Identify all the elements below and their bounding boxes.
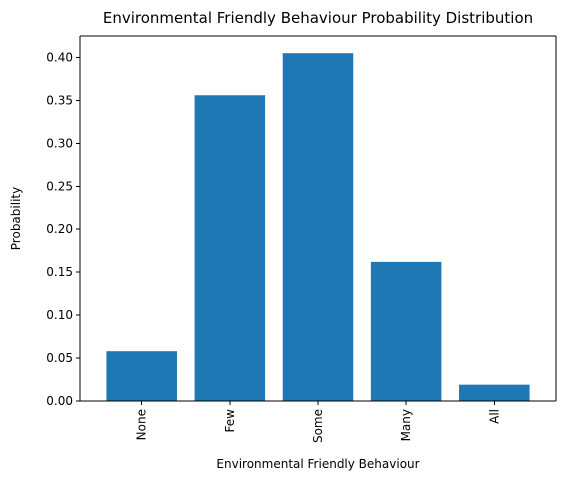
bar-all: [459, 384, 530, 401]
chart-title: Environmental Friendly Behaviour Probabi…: [103, 9, 533, 27]
y-tick-label: 0.35: [46, 93, 73, 107]
y-tick-label: 0.25: [46, 179, 73, 193]
x-tick-label: All: [487, 409, 501, 424]
y-axis-ticks: 0.00 0.05 0.10 0.15 0.20 0.25 0.30 0.35 0.40: [46, 50, 80, 408]
bar-many: [370, 261, 442, 401]
x-tick-label: Many: [399, 409, 413, 441]
y-axis-label: Probability: [9, 187, 23, 250]
x-tick-label: Some: [311, 409, 325, 443]
y-tick-label: 0.10: [46, 308, 73, 322]
y-tick-label: 0.20: [46, 222, 73, 236]
y-tick-label: 0.15: [46, 265, 73, 279]
y-tick-label: 0.30: [46, 136, 73, 150]
bar-few: [194, 95, 266, 401]
bar-none: [106, 351, 177, 401]
x-axis-label: Environmental Friendly Behaviour: [216, 457, 419, 471]
x-axis-ticks: None Few Some Many All: [135, 401, 501, 443]
x-tick-label: Few: [223, 409, 237, 433]
bar-some: [282, 53, 354, 402]
y-tick-label: 0.00: [46, 394, 73, 408]
y-tick-label: 0.40: [46, 50, 73, 64]
x-tick-label: None: [135, 409, 149, 440]
bars-group: [106, 53, 530, 402]
y-tick-label: 0.05: [46, 351, 73, 365]
